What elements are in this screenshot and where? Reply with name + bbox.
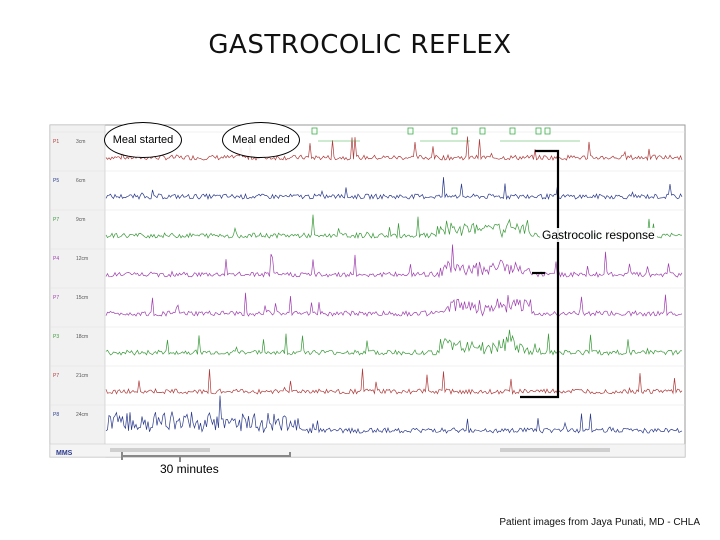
zoom-track[interactable]: [500, 448, 610, 452]
event-marker[interactable]: [407, 127, 414, 135]
channel-id-label: P7: [53, 295, 59, 301]
slide-title: GASTROCOLIC REFLEX: [208, 30, 512, 60]
pressure-trace: [105, 368, 683, 396]
event-marker[interactable]: [509, 127, 516, 135]
event-marker[interactable]: [479, 127, 486, 135]
channel-id-label: P7: [53, 373, 59, 379]
pressure-trace: [105, 244, 683, 279]
scrollbar-track[interactable]: [110, 448, 210, 452]
image-credit: Patient images from Jaya Punati, MD - CH…: [499, 517, 700, 528]
gastrocolic-response-label: Gastrocolic response: [540, 228, 657, 242]
channel-id-label: P1: [53, 139, 59, 145]
event-marker[interactable]: [451, 127, 458, 135]
response-bracket: [520, 149, 560, 399]
pressure-trace: [105, 329, 683, 356]
channel-depth-label: 3cm: [76, 139, 85, 145]
meal-ended-callout: Meal ended: [222, 122, 300, 158]
tracing-toolbar: [49, 443, 686, 458]
channel-id-label: P4: [53, 256, 59, 262]
channel-depth-label: 21cm: [76, 373, 88, 379]
pressure-trace: [105, 292, 683, 317]
pressure-trace: [105, 395, 683, 435]
pressure-trace: [105, 136, 683, 162]
channel-depth-label: 24cm: [76, 412, 88, 418]
channel-depth-label: 9cm: [76, 217, 85, 223]
channel-label-column: [49, 124, 106, 458]
channel-depth-label: 18cm: [76, 334, 88, 340]
channel-id-label: P8: [53, 412, 59, 418]
meal-started-callout: Meal started: [104, 122, 182, 158]
event-marker[interactable]: [311, 127, 318, 135]
time-scale-label: 30 minutes: [158, 462, 221, 476]
event-marker[interactable]: [535, 127, 542, 135]
channel-depth-label: 15cm: [76, 295, 88, 301]
channel-depth-label: 6cm: [76, 178, 85, 184]
time-scale-brace: [121, 452, 291, 462]
channel-id-label: P7: [53, 217, 59, 223]
channel-id-label: P3: [53, 334, 59, 340]
tracing-frame: [49, 124, 686, 458]
channel-id-label: P5: [53, 178, 59, 184]
app-logo: MMS: [56, 450, 73, 457]
event-marker[interactable]: [544, 127, 551, 135]
pressure-trace: [105, 177, 683, 201]
channel-depth-label: 12cm: [76, 256, 88, 262]
